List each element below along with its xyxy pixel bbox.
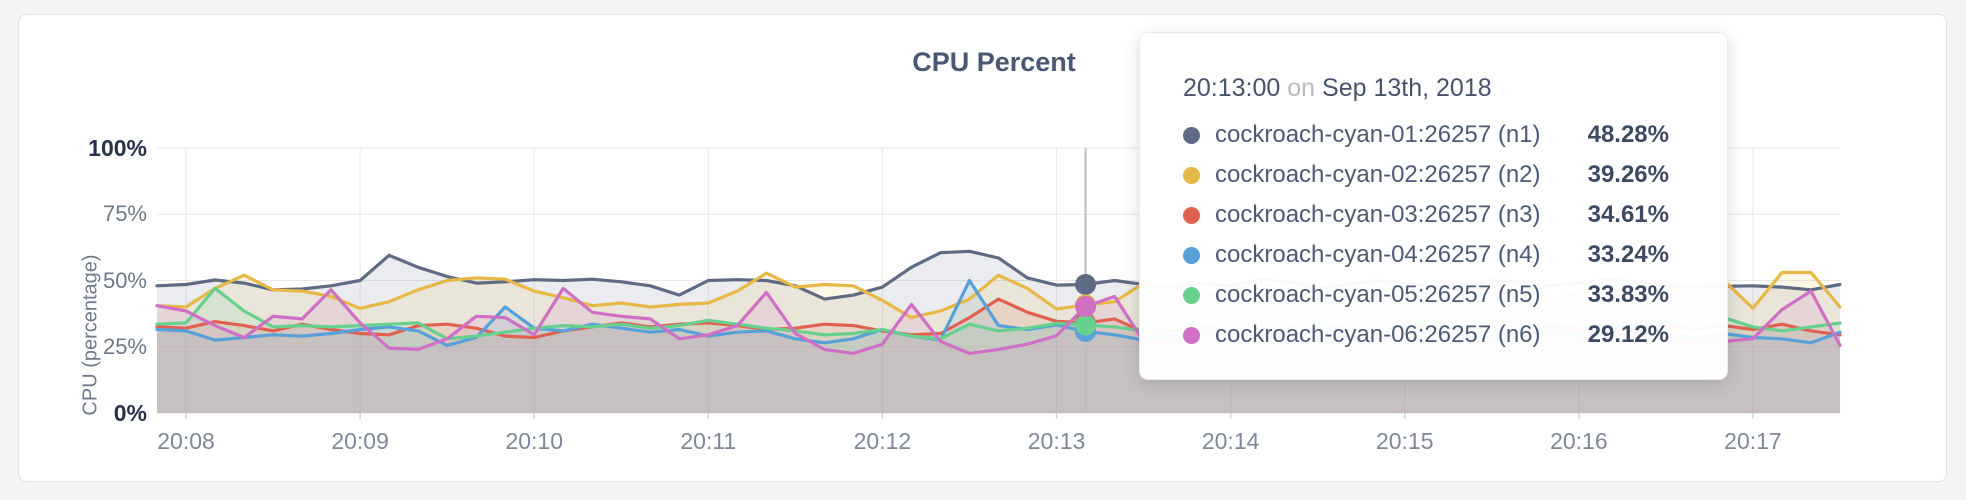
legend-dot-icon [1183,206,1200,224]
y-tick-label: 0% [113,400,147,426]
x-tick-label: 20:14 [1201,428,1260,454]
hover-tooltip: 20:13:00 on Sep 13th, 2018 cockroach-cya… [1139,32,1728,380]
legend-dot-icon [1183,326,1200,344]
x-tick-label: 20:16 [1550,428,1608,454]
tooltip-row: cockroach-cyan-04:26257 (n4) 33.24% [1183,235,1669,275]
hover-dot-6 [1075,295,1097,317]
series-label: cockroach-cyan-06:26257 (n6) [1215,321,1541,348]
series-value: 33.24% [1587,241,1669,268]
series-label: cockroach-cyan-04:26257 (n4) [1215,241,1541,268]
x-tick-label: 20:17 [1724,428,1782,454]
chart-title: CPU Percent [912,47,1076,77]
legend-dot-icon [1183,246,1200,264]
x-tick-label: 20:08 [157,428,215,454]
tooltip-row: cockroach-cyan-03:26257 (n3) 34.61% [1183,195,1669,235]
tooltip-header: 20:13:00 on Sep 13th, 2018 [1183,73,1669,103]
tooltip-conjunction: on [1287,74,1316,102]
y-tick-label: 25% [102,333,147,359]
tooltip-row: cockroach-cyan-05:26257 (n5) 33.83% [1183,275,1669,315]
series-value: 33.83% [1587,281,1669,308]
x-tick-label: 20:11 [680,428,737,454]
tooltip-row: cockroach-cyan-06:26257 (n6) 29.12% [1183,315,1669,355]
series-value: 29.12% [1587,321,1669,348]
series-value: 48.28% [1587,121,1669,148]
legend-dot-icon [1183,126,1200,144]
tooltip-time: 20:13:00 [1183,74,1281,102]
tooltip-date: Sep 13th, 2018 [1322,74,1492,102]
series-value: 39.26% [1587,161,1669,188]
series-label: cockroach-cyan-05:26257 (n5) [1215,281,1541,308]
hover-dot-5 [1075,314,1097,336]
series-label: cockroach-cyan-03:26257 (n3) [1215,201,1541,228]
legend-dot-icon [1183,286,1200,304]
x-tick-label: 20:15 [1375,428,1434,454]
y-tick-label: 100% [88,135,147,161]
tooltip-row: cockroach-cyan-01:26257 (n1) 48.28% [1183,115,1669,155]
series-value: 34.61% [1587,201,1669,228]
hover-dot-1 [1075,273,1097,295]
legend-dot-icon [1183,166,1200,184]
tooltip-row: cockroach-cyan-02:26257 (n2) 39.26% [1183,155,1669,195]
x-tick-label: 20:13 [1027,428,1086,454]
series-label: cockroach-cyan-02:26257 (n2) [1215,161,1541,188]
y-tick-label: 50% [102,267,147,293]
series-label: cockroach-cyan-01:26257 (n1) [1215,121,1541,148]
x-tick-label: 20:09 [331,428,389,454]
x-tick-label: 20:12 [853,428,912,454]
y-tick-label: 75% [102,201,147,227]
tooltip-rows: cockroach-cyan-01:26257 (n1) 48.28% cockro… [1183,115,1669,355]
x-tick-label: 20:10 [505,428,563,454]
